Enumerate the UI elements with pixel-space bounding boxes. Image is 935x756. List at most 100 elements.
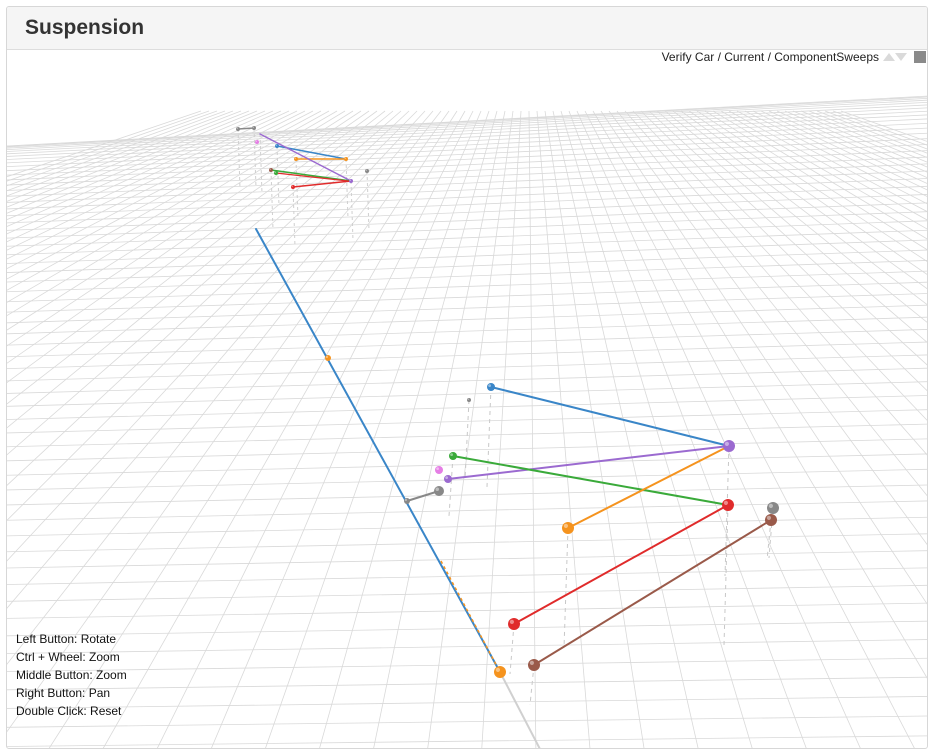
grid-line-h <box>7 381 927 407</box>
far-joint <box>252 126 256 130</box>
link-orange <box>567 445 730 529</box>
far-joint-highlight <box>269 168 271 170</box>
grid-line-h <box>7 260 927 293</box>
projection-lines <box>237 127 774 706</box>
joint-gray-tiny <box>467 398 471 402</box>
grid-line-h <box>7 185 927 224</box>
far-joint-highlight <box>274 171 276 173</box>
grid-line-h <box>7 354 927 382</box>
grid-line-h <box>7 329 927 358</box>
joint-brown-highlight <box>529 660 535 666</box>
square-icon[interactable] <box>914 51 926 63</box>
scene-canvas[interactable] <box>6 6 928 749</box>
sweep-nav-arrows[interactable] <box>883 53 909 63</box>
grid-line-h <box>7 178 927 217</box>
grid-line-v <box>7 110 290 243</box>
triangle-up-icon[interactable] <box>883 53 895 61</box>
grid-line-v <box>7 110 322 280</box>
grid-line-h <box>7 696 927 709</box>
grid-line-h <box>7 138 927 181</box>
far-drop <box>292 186 296 248</box>
grid-line-h <box>7 144 927 186</box>
suspension-joints <box>236 126 779 678</box>
far-drop <box>345 158 349 220</box>
joint-orange-lower-highlight <box>495 667 500 673</box>
grid-line-v <box>7 110 402 456</box>
drop-green <box>448 455 454 517</box>
grid-line-v <box>7 110 434 609</box>
axis-line <box>499 671 541 748</box>
link-brown <box>533 519 772 666</box>
grid-line-h <box>7 341 927 370</box>
joint-orange <box>562 522 574 534</box>
grid-line-v <box>536 110 591 748</box>
grid-line-v <box>640 110 927 392</box>
grid-line-v <box>7 110 338 303</box>
grid-line-h <box>7 453 927 476</box>
joint-green <box>449 452 457 460</box>
grid-line-h <box>7 550 927 569</box>
far-joint <box>255 140 259 144</box>
grid-line-v <box>7 110 378 383</box>
grid-line-v <box>576 110 861 748</box>
grid-line-v <box>7 110 354 331</box>
joint-sweep-mid <box>325 355 331 361</box>
grid-line-v <box>632 110 927 421</box>
3d-viewport[interactable] <box>7 50 927 748</box>
grid-line-v <box>7 110 386 405</box>
far-drop <box>366 170 370 232</box>
help-reset: Double Click: Reset <box>16 704 122 718</box>
far-joint <box>365 169 369 173</box>
triangle-down-icon[interactable] <box>895 53 907 61</box>
grid-line-h <box>7 270 927 303</box>
grid-floor <box>7 95 927 748</box>
link-blue <box>490 386 730 447</box>
far-link-red <box>292 180 352 188</box>
grid-line-h <box>7 567 927 585</box>
grid-line-v <box>319 110 498 748</box>
grid-line-h <box>7 500 927 521</box>
joint-brown-upright <box>765 514 777 526</box>
grid-line-v <box>7 110 418 521</box>
drop-brown-lower <box>529 664 535 706</box>
far-link-red-2 <box>275 172 349 182</box>
far-joint <box>291 185 295 189</box>
joint-blue <box>487 383 495 391</box>
grid-line-v <box>840 110 927 142</box>
far-joint-highlight <box>236 127 238 129</box>
grid-line-v <box>704 110 927 251</box>
suspension-links <box>237 127 772 748</box>
breadcrumb[interactable]: Verify Car / Current / ComponentSweeps <box>661 50 879 64</box>
link-gray <box>406 490 440 502</box>
grid-line-h <box>7 104 927 152</box>
joint-pink-highlight <box>436 467 439 470</box>
grid-line-h <box>7 316 927 346</box>
grid-line-v <box>7 110 410 486</box>
far-joint-highlight <box>252 126 254 128</box>
grid-line-v <box>672 110 927 306</box>
far-joint <box>275 144 279 148</box>
grid-line-h <box>7 107 927 155</box>
help-ctrl-zoom: Ctrl + Wheel: Zoom <box>16 650 120 664</box>
grid-line-h <box>7 98 927 148</box>
grid-line-h <box>7 304 927 335</box>
grid-line-v <box>688 110 927 275</box>
far-joint <box>269 168 273 172</box>
grid-line-h <box>7 202 927 239</box>
panel-title: Suspension <box>25 16 145 39</box>
grid-line-v <box>584 110 915 748</box>
joint-gray-upright-highlight <box>768 503 774 508</box>
grid-line-v <box>156 110 474 748</box>
grid-line-h <box>7 239 927 273</box>
grid-line-h <box>7 639 927 654</box>
grid-line-v <box>7 110 370 364</box>
grid-line-v <box>7 110 330 291</box>
grid-line-h <box>7 211 927 247</box>
panel-header: Suspension <box>7 7 927 50</box>
sweep-line-orange <box>440 560 501 673</box>
help-rotate: Left Button: Rotate <box>16 632 117 646</box>
joint-gray-upright <box>767 502 779 514</box>
grid-line-h <box>7 584 927 602</box>
grid-line-v <box>481 110 522 748</box>
joint-brown-upright-highlight <box>766 515 772 521</box>
